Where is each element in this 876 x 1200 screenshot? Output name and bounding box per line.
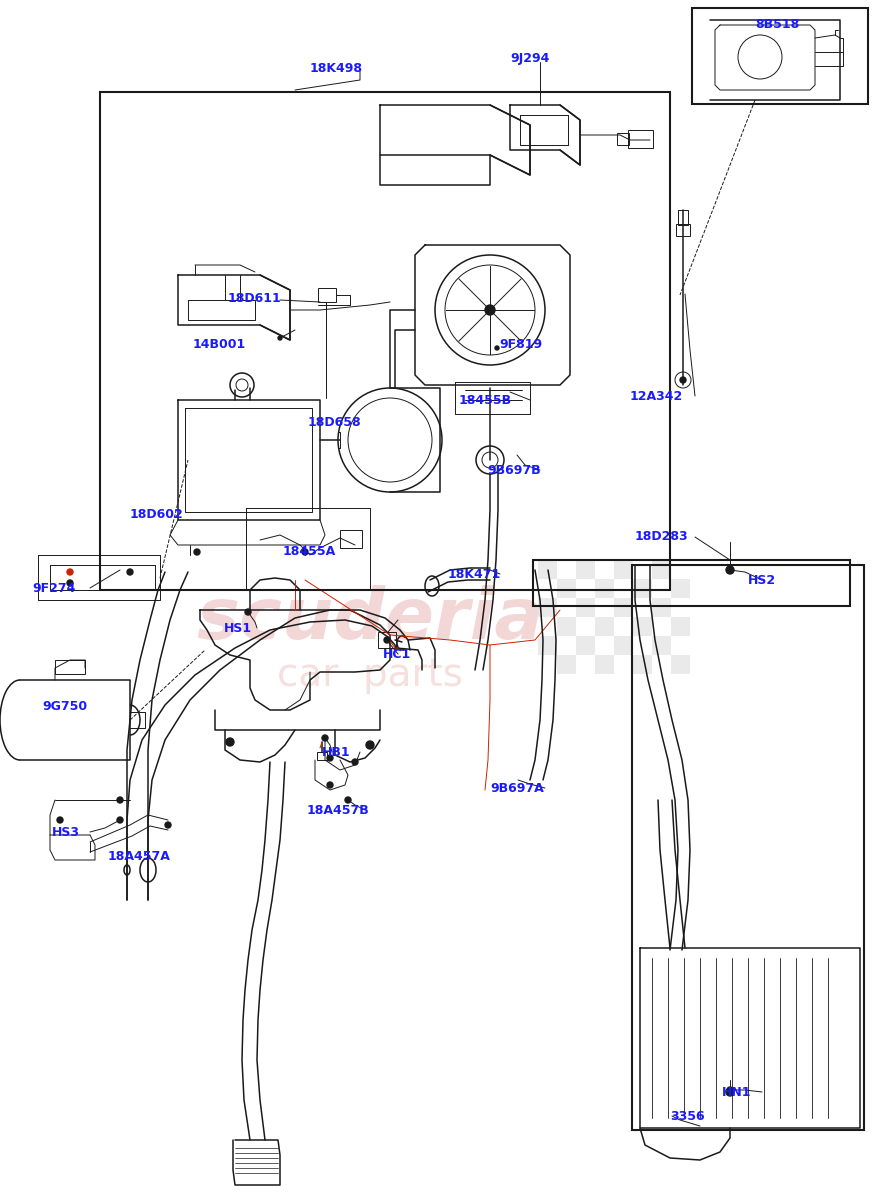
Circle shape <box>495 346 499 350</box>
Text: 18K471: 18K471 <box>448 568 501 581</box>
Text: 18D611: 18D611 <box>228 292 282 305</box>
Text: HS2: HS2 <box>748 574 776 587</box>
Circle shape <box>327 755 333 761</box>
Bar <box>628 130 653 148</box>
Circle shape <box>117 797 123 803</box>
Text: 9B697B: 9B697B <box>487 464 540 476</box>
Bar <box>318 288 336 302</box>
Text: 18A457A: 18A457A <box>108 850 171 863</box>
Circle shape <box>727 566 733 572</box>
Circle shape <box>345 797 351 803</box>
Circle shape <box>327 782 333 788</box>
Bar <box>633 578 652 598</box>
Text: HS3: HS3 <box>52 826 80 839</box>
Bar <box>632 565 864 1130</box>
Bar <box>652 636 671 655</box>
Text: 18D602: 18D602 <box>130 508 184 521</box>
Circle shape <box>127 569 133 575</box>
Bar <box>652 560 671 578</box>
Circle shape <box>322 734 328 740</box>
Bar <box>100 92 670 590</box>
Circle shape <box>302 550 308 554</box>
Circle shape <box>194 550 200 554</box>
Text: 18D283: 18D283 <box>635 530 689 542</box>
Bar <box>557 617 576 636</box>
Text: 9F819: 9F819 <box>499 338 542 350</box>
Text: car  parts: car parts <box>277 656 463 694</box>
Circle shape <box>485 305 495 314</box>
Bar <box>538 598 557 617</box>
Circle shape <box>727 1087 733 1093</box>
Bar <box>676 224 690 236</box>
Bar <box>617 133 629 145</box>
Text: 18K498: 18K498 <box>310 62 363 74</box>
Text: HS1: HS1 <box>224 622 252 635</box>
Bar <box>576 560 595 578</box>
Circle shape <box>226 738 234 746</box>
Bar <box>340 530 362 548</box>
Bar <box>633 655 652 674</box>
Text: 9G750: 9G750 <box>42 700 87 713</box>
Circle shape <box>165 822 171 828</box>
Bar <box>692 8 868 104</box>
Text: scuderia: scuderia <box>196 586 544 654</box>
Bar <box>614 598 633 617</box>
Circle shape <box>67 580 73 586</box>
Text: 3356: 3356 <box>670 1110 704 1123</box>
Circle shape <box>117 817 123 823</box>
Text: 9B697A: 9B697A <box>490 782 544 794</box>
Bar <box>633 617 652 636</box>
Bar <box>576 598 595 617</box>
Circle shape <box>352 758 358 766</box>
Bar <box>671 617 690 636</box>
Text: HB1: HB1 <box>322 746 350 758</box>
Circle shape <box>366 740 374 749</box>
Circle shape <box>67 569 73 575</box>
Text: 18455A: 18455A <box>283 545 336 558</box>
Bar <box>671 655 690 674</box>
Circle shape <box>680 377 686 383</box>
Text: 14B001: 14B001 <box>193 338 246 350</box>
Bar <box>538 560 557 578</box>
Circle shape <box>57 817 63 823</box>
Circle shape <box>726 1088 734 1096</box>
Bar <box>595 617 614 636</box>
Bar <box>595 578 614 598</box>
Bar <box>595 655 614 674</box>
Text: 9J294: 9J294 <box>510 52 549 65</box>
Bar <box>614 636 633 655</box>
Text: 18A457B: 18A457B <box>307 804 370 817</box>
Bar <box>652 598 671 617</box>
Bar <box>378 632 396 648</box>
Bar <box>55 660 85 674</box>
Text: 18455B: 18455B <box>459 394 512 407</box>
Circle shape <box>278 336 282 340</box>
Circle shape <box>384 637 390 643</box>
Text: HC1: HC1 <box>383 648 411 661</box>
Circle shape <box>245 608 251 614</box>
Bar <box>614 560 633 578</box>
Bar <box>671 578 690 598</box>
Bar <box>576 636 595 655</box>
Text: 12A342: 12A342 <box>630 390 683 403</box>
Bar <box>533 560 850 606</box>
Bar <box>557 578 576 598</box>
Text: 18D658: 18D658 <box>308 416 362 428</box>
Bar <box>557 655 576 674</box>
Bar <box>538 636 557 655</box>
Text: HN1: HN1 <box>722 1086 752 1099</box>
Circle shape <box>726 566 734 574</box>
Text: 8B518: 8B518 <box>755 18 799 31</box>
Bar <box>317 752 327 760</box>
Text: 9F274: 9F274 <box>32 582 75 595</box>
